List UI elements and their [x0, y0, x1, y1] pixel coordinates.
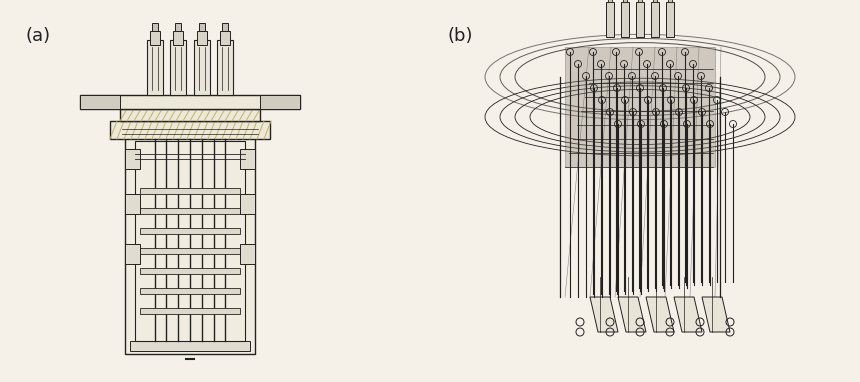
Bar [140, 288, 240, 294]
Bar [197, 31, 207, 45]
Bar [110, 121, 270, 139]
Polygon shape [618, 297, 646, 332]
Bar [621, 2, 629, 37]
Bar [140, 188, 240, 194]
Bar [140, 308, 240, 314]
Text: (b): (b) [447, 27, 473, 45]
Bar [636, 2, 644, 37]
Polygon shape [674, 297, 702, 332]
Bar [222, 23, 228, 31]
Bar [152, 23, 158, 31]
Bar [623, 0, 627, 2]
Bar [240, 194, 255, 214]
Bar [130, 341, 250, 351]
Bar [140, 268, 240, 274]
Bar [170, 40, 186, 95]
Bar [199, 23, 205, 31]
Bar [150, 31, 160, 45]
Bar [120, 109, 260, 121]
Bar [651, 2, 659, 37]
Bar [135, 141, 245, 341]
Polygon shape [646, 297, 674, 332]
Bar [80, 95, 120, 109]
Bar [666, 2, 674, 37]
Bar [140, 228, 240, 234]
Bar [608, 0, 612, 2]
Bar [147, 40, 163, 95]
Bar [173, 31, 183, 45]
Bar [194, 40, 210, 95]
Bar [240, 149, 255, 169]
Bar [220, 31, 230, 45]
Bar [125, 134, 255, 354]
Bar [565, 47, 715, 167]
Bar [125, 244, 140, 264]
Bar [653, 0, 657, 2]
Bar [140, 208, 240, 214]
Bar [240, 244, 255, 264]
Bar [125, 194, 140, 214]
Bar [80, 95, 300, 109]
Bar [260, 95, 300, 109]
Bar [140, 248, 240, 254]
Bar [217, 40, 233, 95]
Bar [638, 0, 642, 2]
Polygon shape [590, 297, 618, 332]
Bar [668, 0, 672, 2]
Bar [175, 23, 181, 31]
Bar [125, 149, 140, 169]
Text: (a): (a) [26, 27, 51, 45]
Bar [606, 2, 614, 37]
Polygon shape [702, 297, 730, 332]
